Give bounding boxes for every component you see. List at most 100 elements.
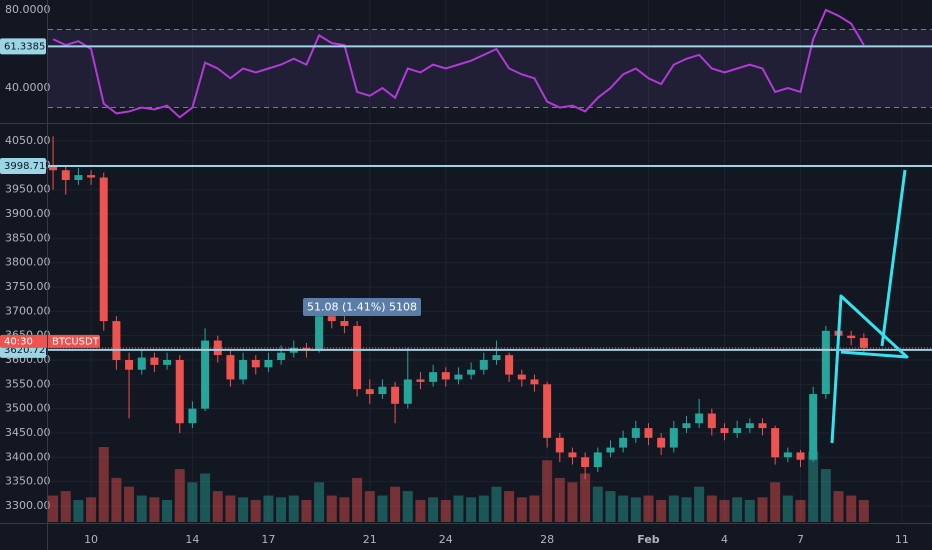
candle-body — [859, 338, 868, 348]
candle-body — [581, 457, 590, 468]
candle-body — [505, 355, 514, 375]
volume-bar — [111, 477, 122, 522]
candle-body — [49, 165, 58, 171]
candle-body — [492, 355, 501, 360]
candle-body — [517, 374, 526, 380]
candle-body — [441, 372, 450, 380]
candle-body — [277, 352, 286, 360]
candle-body — [175, 359, 184, 424]
volume-bar — [491, 486, 502, 522]
candle-body — [378, 386, 387, 395]
volume-bar — [846, 495, 857, 522]
candle-body — [707, 413, 716, 429]
volume-bar — [225, 495, 236, 522]
candle-body — [429, 372, 438, 382]
y-tick-label: 3950.00 — [5, 183, 51, 196]
y-tick-label: 3750.00 — [5, 280, 51, 293]
candle-body — [226, 355, 235, 380]
x-tick-label: 4 — [721, 533, 728, 546]
candle-body — [239, 359, 248, 380]
y-tick-label: 3450.00 — [5, 426, 51, 439]
price-hline-label: 3620.72 — [4, 345, 45, 356]
candle-body — [251, 359, 260, 368]
y-tick-label: 3300.00 — [5, 499, 51, 512]
candle-body — [847, 335, 856, 339]
x-tick-label: 11 — [895, 533, 909, 546]
candle-body — [783, 452, 792, 458]
volume-bar — [314, 482, 325, 522]
y-tick-label: 3700.00 — [5, 304, 51, 317]
volume-bar — [630, 497, 641, 522]
volume-bar — [428, 497, 439, 522]
candle-body — [125, 359, 134, 370]
volume-bar — [73, 499, 84, 522]
candle-body — [530, 379, 539, 385]
y-tick-label: 3400.00 — [5, 450, 51, 463]
volume-bar — [808, 451, 819, 522]
candle-body — [695, 413, 704, 424]
x-tick-label: 7 — [797, 533, 804, 546]
y-tick-label: 3850.00 — [5, 231, 51, 244]
volume-bar — [288, 495, 299, 522]
candle-body — [631, 428, 640, 438]
pennant-drawing — [830, 169, 909, 444]
rsi-tick-label: 40.0000 — [5, 81, 51, 94]
volume-bar — [744, 499, 755, 522]
candle-body — [657, 437, 666, 448]
volume-bar — [782, 495, 793, 522]
volume-bar — [364, 491, 375, 522]
volume-bar — [326, 495, 337, 522]
candle-body — [720, 428, 729, 433]
last-price-box — [0, 334, 100, 348]
volume-bar — [339, 497, 350, 522]
candle-body — [606, 447, 615, 453]
candle-body — [87, 175, 96, 178]
volume-bar — [440, 499, 451, 522]
tooltip-text: 51.08 (1.41%) 5108 — [307, 301, 417, 314]
projection-line — [880, 169, 907, 347]
volume-bar — [770, 482, 781, 522]
y-tick-label: 3800.00 — [5, 256, 51, 269]
volume-bar — [554, 477, 565, 522]
volume-bar — [250, 499, 261, 522]
rsi-line — [52, 8, 865, 119]
volume-bar — [542, 460, 553, 522]
volume-bar — [719, 499, 730, 522]
volume-bar — [706, 495, 717, 522]
candle-body — [112, 321, 121, 360]
candle-body — [315, 316, 324, 351]
y-tick-label: 3350.00 — [5, 475, 51, 488]
volume-bar — [466, 497, 477, 522]
x-tick-label: 28 — [540, 533, 554, 546]
rsi-tick-label: 80.0000 — [5, 3, 51, 16]
candle-body — [188, 408, 197, 424]
volume-bar — [124, 486, 135, 522]
volume-bar — [352, 477, 363, 522]
volume-bar — [592, 486, 603, 522]
triangle-drawing — [830, 294, 909, 444]
candle-body — [733, 428, 742, 433]
volume-bar — [694, 486, 705, 522]
countdown-label: 40:30 — [4, 336, 33, 347]
volume-bar — [301, 499, 312, 522]
rsi-hline-box — [0, 38, 46, 55]
volume-bar — [98, 447, 109, 522]
candle-body — [327, 316, 336, 322]
volume-bar — [580, 473, 591, 522]
volume-bar — [402, 491, 413, 522]
candle-body — [555, 437, 564, 453]
volume-bar — [478, 495, 489, 522]
volume-bar — [681, 497, 692, 522]
volume-bar — [529, 495, 540, 522]
candle-body — [669, 428, 678, 448]
candle-body — [644, 428, 653, 438]
volume-bar — [858, 499, 869, 522]
rsi-band — [48, 29, 932, 108]
candle-body — [353, 325, 362, 390]
volume-bar — [453, 495, 464, 522]
x-tick-label: 14 — [185, 533, 199, 546]
x-tick-label: 17 — [261, 533, 275, 546]
candle-body — [771, 428, 780, 458]
